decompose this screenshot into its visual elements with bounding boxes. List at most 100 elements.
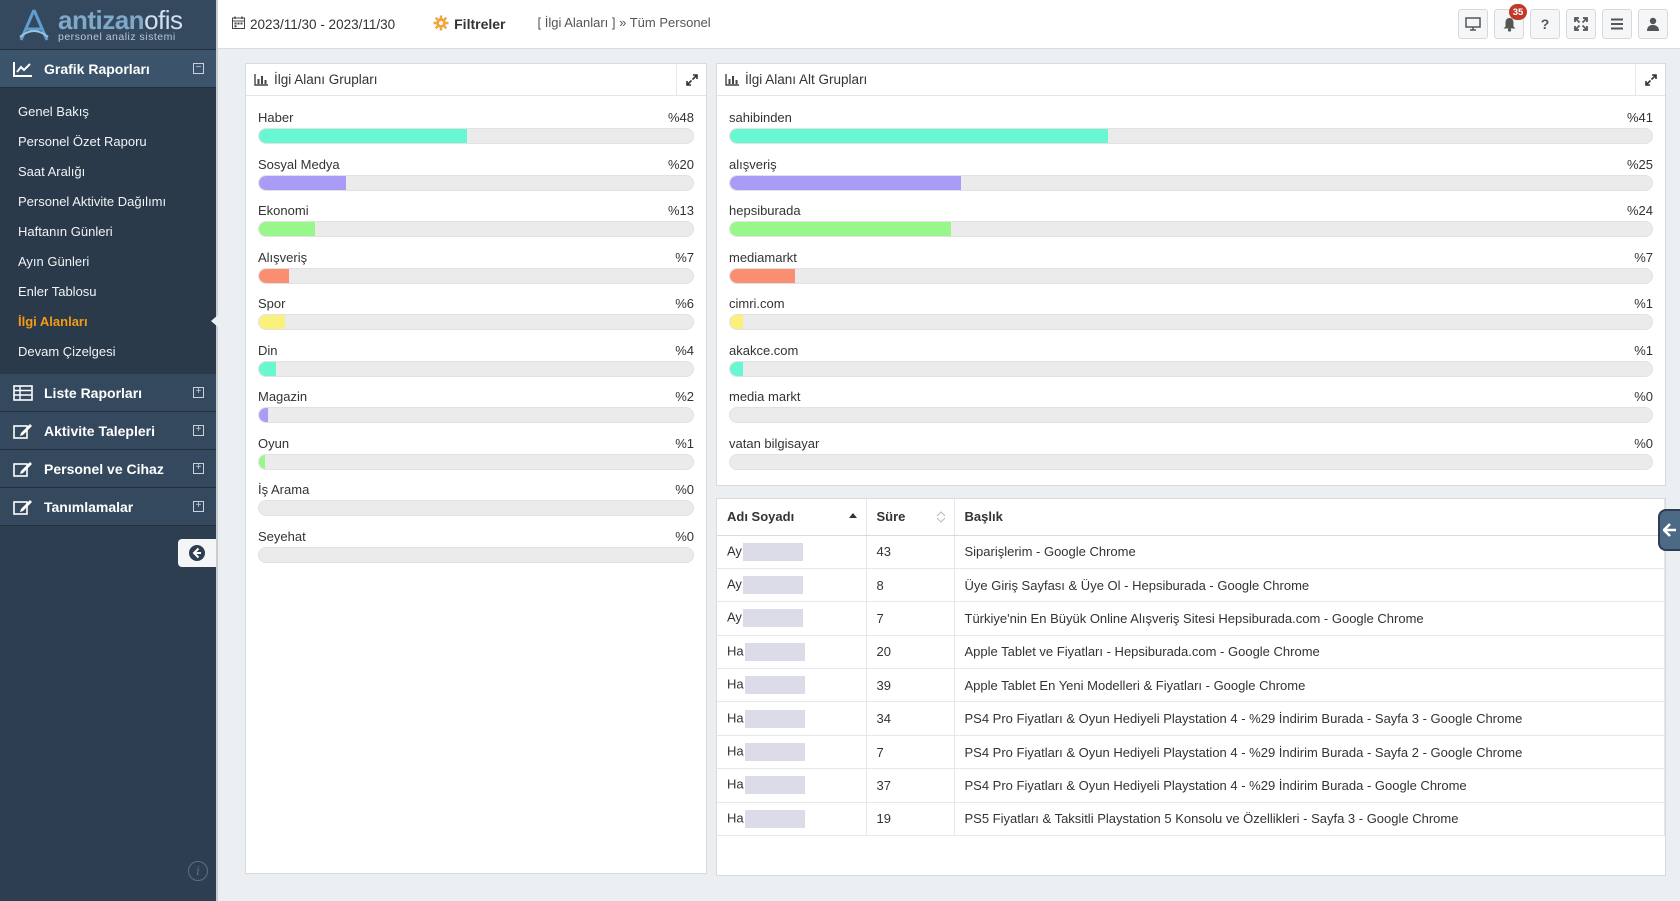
progress-track (258, 500, 694, 516)
bar-percent: %20 (667, 156, 694, 172)
sidebar-section-personel-ve-cihaz[interactable]: Personel ve Cihaz + (0, 450, 216, 488)
section-label: Personel ve Cihaz (44, 460, 164, 477)
redacted-name-mask (744, 709, 805, 728)
cell-name: Ay (717, 568, 867, 603)
table-row[interactable]: Ay 8 Üye Giriş Sayfası & Üye Ol - Hepsibur… (717, 568, 1665, 603)
expand-toggle-icon[interactable]: + (193, 425, 204, 436)
cell-title: PS4 Pro Fiyatları & Oyun Hediyeli Playst… (954, 735, 1665, 770)
progress-fill (259, 175, 346, 190)
redacted-name-mask (744, 642, 805, 661)
table-row[interactable]: Ay 43 Siparişlerim - Google Chrome (717, 535, 1665, 569)
table-row[interactable]: Ha 39 Apple Tablet En Yeni Modelleri & Fiy… (717, 668, 1665, 703)
expand-toggle-icon[interactable]: + (193, 501, 204, 512)
sidebar-section-grafik-raporlari[interactable]: Grafik Raporları − (0, 50, 216, 88)
bar-percent: %48 (667, 110, 694, 125)
sidebar-item-personel-ozet-raporu[interactable]: Personel Özet Raporu (18, 133, 147, 149)
brand[interactable]: antizanofis personel analiz sistemi (0, 0, 216, 50)
bar-percent: %0 (675, 482, 694, 497)
edit-icon (12, 498, 34, 516)
bar-row: cimri.com %1 (729, 296, 1653, 343)
expand-button[interactable] (676, 64, 706, 96)
table-row[interactable]: Ha 20 Apple Tablet ve Fiyatları - Hepsibur… (717, 635, 1665, 670)
collapse-toggle-icon[interactable]: − (193, 63, 204, 74)
expand-button[interactable] (1635, 64, 1665, 96)
cell-name: Ha (717, 735, 867, 770)
sidebar-collapse-button[interactable] (178, 539, 216, 567)
sidebar-section-aktivite-talepleri[interactable]: Aktivite Talepleri + (0, 412, 216, 450)
bar-row: İş Arama %0 (258, 482, 694, 529)
name-prefix: Ay (727, 609, 742, 625)
cell-title: PS4 Pro Fiyatları & Oyun Hediyeli Playst… (954, 768, 1665, 803)
progress-fill (730, 129, 1109, 143)
cell-name: Ha (717, 668, 867, 703)
sidebar-item-ilgi-alanlari[interactable]: İlgi Alanları (0, 306, 218, 336)
bar-row: vatan bilgisayar %0 (729, 436, 1653, 483)
progress-track (258, 221, 694, 237)
filters-button[interactable]: Filtreler (433, 15, 505, 34)
progress-fill (730, 268, 795, 283)
edit-icon (12, 422, 34, 440)
sidebar-item-saat-araligi[interactable]: Saat Aralığı (18, 163, 86, 179)
section-label: Tanımlamalar (44, 498, 134, 515)
progress-fill (259, 268, 290, 283)
progress-fill (259, 315, 286, 329)
bar-percent: %6 (675, 296, 694, 311)
bar-percent: %1 (1634, 342, 1653, 358)
edit-icon (12, 460, 34, 478)
sidebar-item-devam-cizelgesi[interactable]: Devam Çizelgesi (18, 343, 116, 359)
bar-row: Spor %6 (258, 296, 694, 343)
filters-label: Filtreler (454, 16, 506, 32)
info-icon[interactable]: i (188, 861, 208, 881)
notifications-button[interactable]: 35 (1494, 4, 1527, 39)
table-row[interactable]: Ay 7 Türkiye'nin En Büyük Online Alışveriş… (717, 601, 1665, 636)
progress-fill (730, 315, 743, 329)
column-header-label: Başlık (964, 509, 1003, 525)
side-panel-toggle[interactable] (1658, 509, 1680, 551)
bar-row: Ekonomi %13 (258, 203, 694, 250)
cell-name: Ay (717, 535, 867, 569)
column-header-name[interactable]: Adı Soyadı (717, 499, 867, 536)
column-header-duration[interactable]: Süre (866, 499, 955, 536)
menu-button[interactable] (1602, 9, 1632, 39)
bar-label: akakce.com (729, 342, 799, 358)
section-label: Liste Raporları (44, 384, 143, 401)
user-button[interactable] (1638, 9, 1668, 39)
bar-label-line: alışveriş %25 (729, 157, 1653, 175)
table-row[interactable]: Ha 19 PS5 Fiyatları & Taksitli Playstation… (717, 802, 1665, 837)
brand-name-b: ofis (144, 4, 183, 35)
bar-percent: %1 (1634, 296, 1653, 311)
table-row[interactable]: Ha 7 PS4 Pro Fiyatları & Oyun Hediyeli Pla… (717, 735, 1665, 770)
sidebar-section-liste-raporlari[interactable]: Liste Raporları + (0, 374, 216, 412)
sidebar-item-ayin-gunleri[interactable]: Ayın Günleri (18, 253, 90, 269)
bar-label-line: Ekonomi %13 (258, 203, 694, 221)
column-header-title[interactable]: Başlık (954, 499, 1665, 536)
date-range-picker[interactable]: 2023/11/30 - 2023/11/30 (232, 16, 395, 32)
sidebar-item-haftanin-gunleri[interactable]: Haftanın Günleri (18, 223, 113, 239)
bar-row: Sosyal Medya %20 (258, 157, 694, 204)
progress-fill (259, 361, 277, 376)
sidebar-item-personel-aktivite-dagilimi[interactable]: Personel Aktivite Dağılımı (18, 193, 167, 209)
cell-duration: 34 (866, 701, 955, 736)
cell-title: Türkiye'nin En Büyük Online Alışveriş Si… (954, 601, 1665, 636)
bar-label: İş Arama (258, 482, 310, 497)
expand-toggle-icon[interactable]: + (193, 463, 204, 474)
sidebar-item-enler-tablosu[interactable]: Enler Tablosu (18, 283, 97, 299)
monitor-button[interactable] (1458, 9, 1488, 39)
table-header-row: Adı Soyadı Süre Başlık (717, 499, 1665, 536)
bar-label-line: Din %4 (258, 343, 694, 361)
expand-toggle-icon[interactable]: + (193, 387, 204, 398)
bar-percent: %0 (675, 528, 694, 544)
bar-label: cimri.com (729, 296, 785, 311)
sidebar-item-genel-bakis[interactable]: Genel Bakış (18, 103, 89, 119)
sidebar-section-tanimlamalar[interactable]: Tanımlamalar + (0, 488, 216, 526)
bar-label-line: cimri.com %1 (729, 296, 1653, 314)
bar-percent: %24 (1626, 203, 1653, 218)
bar-row: Seyehat %0 (258, 529, 694, 576)
table-row[interactable]: Ha 37 PS4 Pro Fiyatları & Oyun Hediyeli Pl… (717, 768, 1665, 803)
fullscreen-button[interactable] (1566, 9, 1596, 39)
table-row[interactable]: Ha 34 PS4 Pro Fiyatları & Oyun Hediyeli Pl… (717, 701, 1665, 736)
cell-title: Apple Tablet ve Fiyatları - Hepsiburada.… (954, 635, 1665, 670)
progress-track (258, 267, 694, 284)
panel-header: İlgi Alanı Alt Grupları (717, 64, 1665, 96)
help-button[interactable]: ? (1530, 9, 1560, 39)
